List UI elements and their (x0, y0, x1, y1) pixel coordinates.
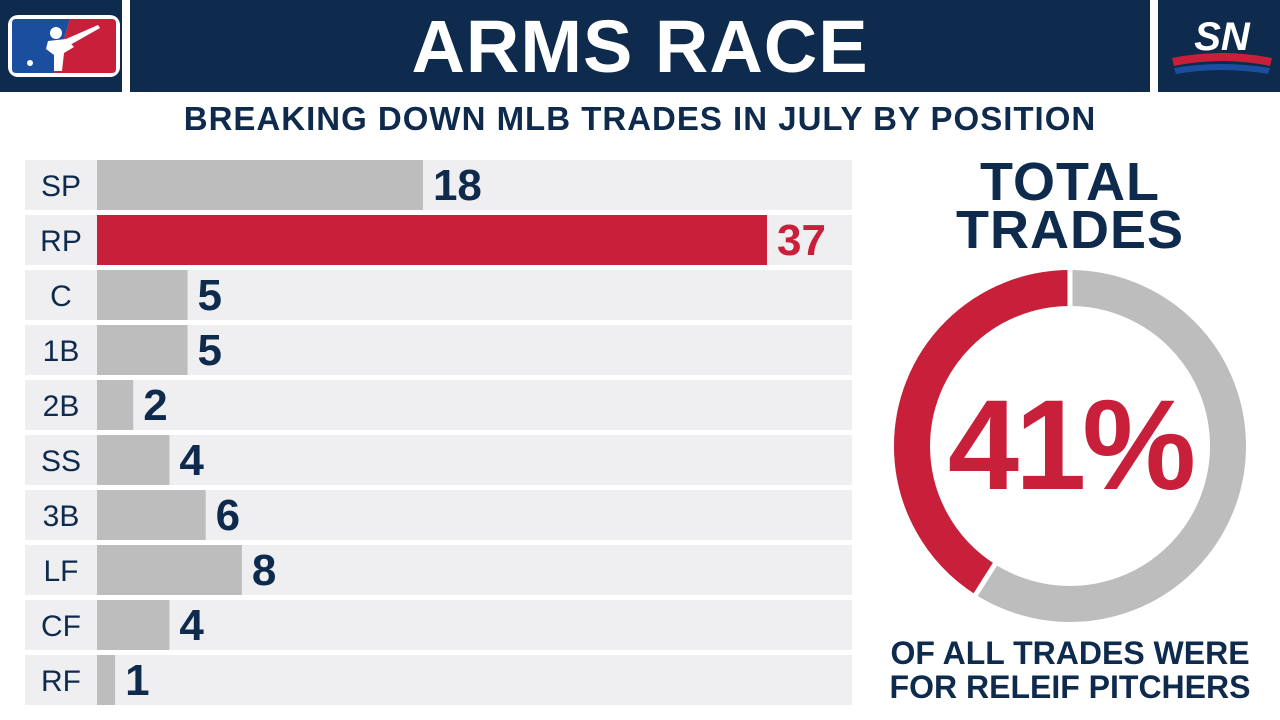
bar-value-label: 2 (143, 381, 167, 430)
bar-lf (97, 545, 242, 595)
mlb-logo-icon (8, 15, 120, 77)
mlb-logo-box (0, 0, 130, 92)
sportsnet-logo-box: SN (1150, 0, 1280, 92)
donut-caption: OF ALL TRADES WERE FOR RELEIF PITCHERS (880, 636, 1260, 704)
trades-bar-chart: SP 18 RP 37 C 5 1B 5 2B 2 SS 4 3B 6 LF 8 CF 4 RF 1 (25, 160, 852, 705)
bar-sp (97, 160, 423, 210)
donut-title-line2: TRADES (955, 200, 1184, 260)
bar-row-bg (25, 655, 852, 705)
bar-value-label: 5 (198, 271, 222, 320)
donut-title: TOTAL TRADES (940, 152, 1200, 260)
bar-3b (97, 490, 206, 540)
sportsnet-logo-icon: SN (1172, 15, 1272, 74)
category-label: SP (41, 170, 81, 203)
bar-value-label: 37 (777, 216, 826, 265)
bar-c (97, 270, 188, 320)
bar-rf (97, 655, 116, 705)
category-label: SS (41, 445, 81, 478)
bar-value-label: 1 (125, 656, 149, 705)
category-label: RF (41, 665, 81, 698)
bar-value-label: 18 (433, 161, 482, 210)
category-label: C (50, 280, 72, 313)
bar-value-label: 6 (216, 491, 240, 540)
subtitle: BREAKING DOWN MLB TRADES IN JULY BY POSI… (183, 100, 1097, 137)
page-title: ARMS RACE (411, 4, 869, 88)
header-bar (0, 0, 1280, 92)
category-label: CF (41, 610, 81, 643)
bar-cf (97, 600, 170, 650)
donut-caption-line1: OF ALL TRADES WERE (890, 635, 1250, 671)
bar-value-label: 5 (198, 326, 222, 375)
category-label: 2B (43, 390, 80, 423)
donut-caption-line2: FOR RELEIF PITCHERS (889, 669, 1251, 705)
bar-value-label: 4 (179, 436, 204, 485)
bar-row-bg (25, 380, 852, 430)
bar-ss (97, 435, 170, 485)
category-label: RP (40, 225, 82, 258)
bar-value-label: 8 (252, 546, 276, 595)
donut-center-percent: 41% (947, 374, 1196, 517)
category-label: LF (43, 555, 78, 588)
donut-separator (972, 561, 999, 598)
bar-rp (97, 215, 767, 265)
donut-title-line1: TOTAL (980, 152, 1160, 212)
category-label: 1B (43, 335, 80, 368)
bar-2b (97, 380, 134, 430)
category-label: 3B (43, 500, 80, 533)
bar-1b (97, 325, 188, 375)
bar-value-label: 4 (179, 601, 204, 650)
sportsnet-logo-text: SN (1194, 15, 1251, 59)
